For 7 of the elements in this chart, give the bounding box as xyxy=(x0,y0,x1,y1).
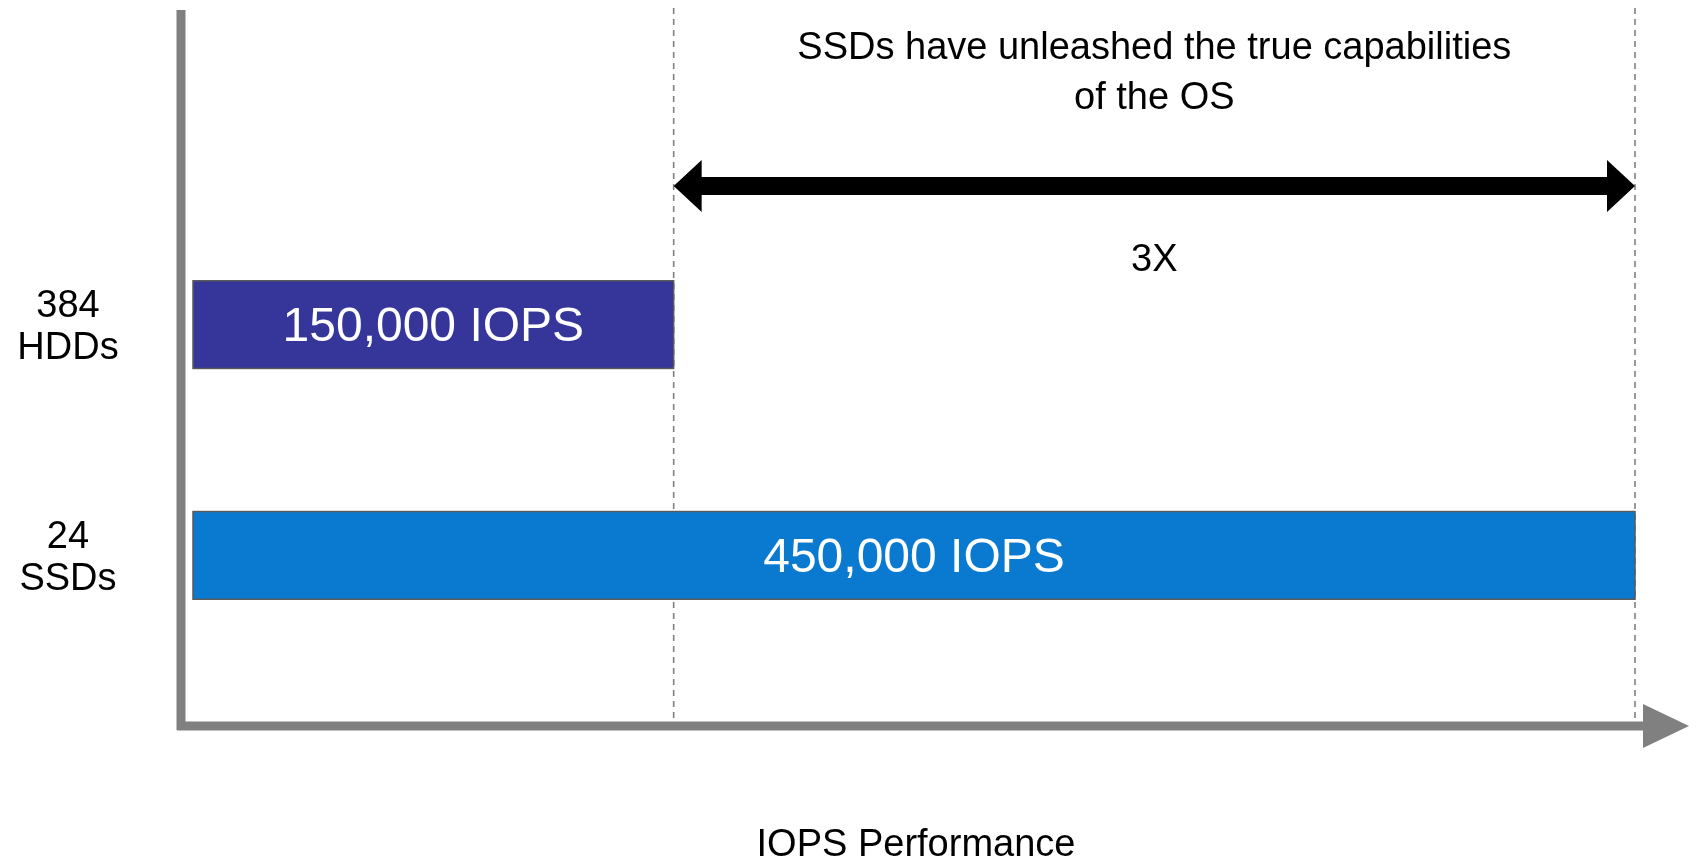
y-tick-label: 384 HDDs xyxy=(17,283,119,367)
annotation: 3X xyxy=(1131,237,1178,280)
data-label: 150,000 IOPS xyxy=(282,298,585,352)
y-tick-label: 24 SSDs xyxy=(19,513,117,598)
data-label: 450,000 IOPS xyxy=(763,529,1065,583)
x-axis-title: IOPS Performance xyxy=(756,822,1076,862)
text: SSDs have unleashed the true capabilities of the OS xyxy=(797,25,1512,117)
